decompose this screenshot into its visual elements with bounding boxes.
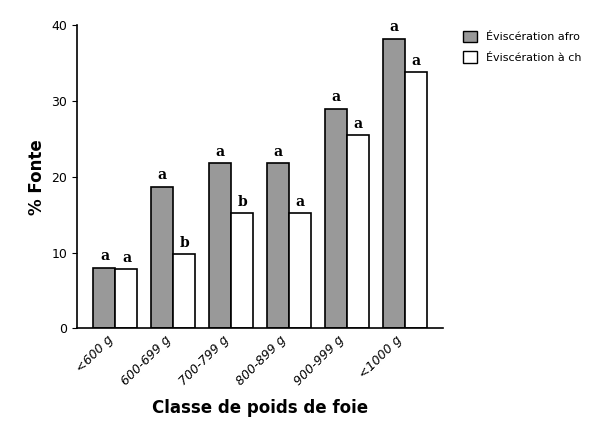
X-axis label: Classe de poids de foie: Classe de poids de foie xyxy=(152,399,368,417)
Bar xyxy=(231,213,253,328)
Bar xyxy=(347,135,369,328)
Bar xyxy=(289,213,311,328)
Legend: Éviscération afro, Éviscération à ch: Éviscération afro, Éviscération à ch xyxy=(463,31,581,63)
Bar xyxy=(151,187,173,328)
Text: a: a xyxy=(100,249,109,263)
Y-axis label: % Fonte: % Fonte xyxy=(28,139,46,215)
Bar xyxy=(382,39,405,328)
Bar xyxy=(209,163,231,328)
Text: b: b xyxy=(180,236,189,250)
Text: a: a xyxy=(216,145,225,159)
Text: a: a xyxy=(274,145,282,159)
Text: a: a xyxy=(411,54,420,68)
Text: a: a xyxy=(331,90,340,104)
Bar xyxy=(325,109,347,328)
Text: a: a xyxy=(353,117,362,131)
Bar xyxy=(173,254,195,328)
Text: a: a xyxy=(158,168,167,182)
Text: a: a xyxy=(296,195,304,209)
Bar xyxy=(267,163,289,328)
Bar xyxy=(93,268,115,328)
Text: a: a xyxy=(122,251,131,265)
Text: b: b xyxy=(237,195,247,209)
Bar xyxy=(115,269,138,328)
Text: a: a xyxy=(389,20,398,35)
Bar xyxy=(405,72,427,328)
